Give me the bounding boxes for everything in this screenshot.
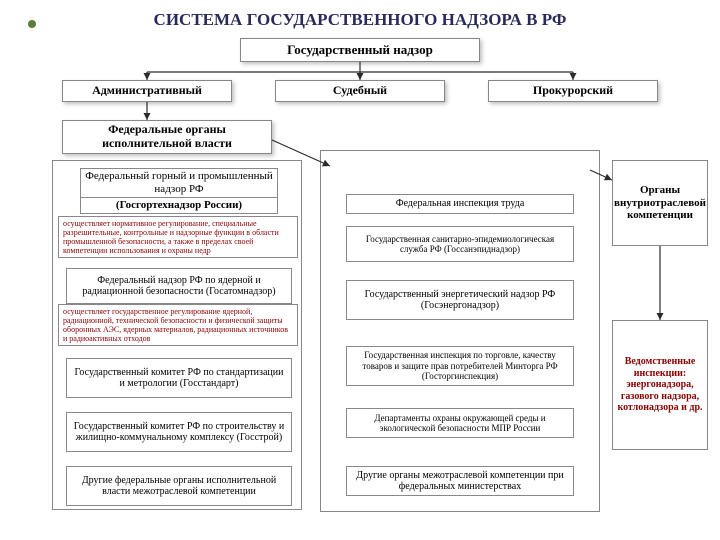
node-mid-5: Департаменты охраны окружающей среды и э… bbox=[346, 408, 574, 438]
node-left-3: Государственный комитет РФ по стандартиз… bbox=[66, 358, 292, 398]
node-mid-3: Государственный энергетический надзор РФ… bbox=[346, 280, 574, 320]
node-left-4: Государственный комитет РФ по строительс… bbox=[66, 412, 292, 452]
node-left-5: Другие федеральные органы исполнительной… bbox=[66, 466, 292, 506]
node-left-2-desc: осуществляет государственное регулирован… bbox=[58, 304, 298, 346]
node-left-1-sub: (Госгортехнадзор России) bbox=[80, 198, 278, 214]
left-1-title: Федеральный горный и промышленный надзор… bbox=[85, 170, 273, 195]
node-left-1-title: Федеральный горный и промышленный надзор… bbox=[80, 168, 278, 198]
node-mid-6: Другие органы межотраслевой компетенции … bbox=[346, 466, 574, 496]
node-mid-1: Федеральная инспекция труда bbox=[346, 194, 574, 214]
node-left-2-title: Федеральный надзор РФ по ядерной и радиа… bbox=[66, 268, 292, 304]
node-mid-2: Государственная санитарно-эпидемиологиче… bbox=[346, 226, 574, 262]
node-mid-4: Государственная инспекция по торговле, к… bbox=[346, 346, 574, 386]
node-left-1-desc: осуществляет нормативное регулирование, … bbox=[58, 216, 298, 258]
